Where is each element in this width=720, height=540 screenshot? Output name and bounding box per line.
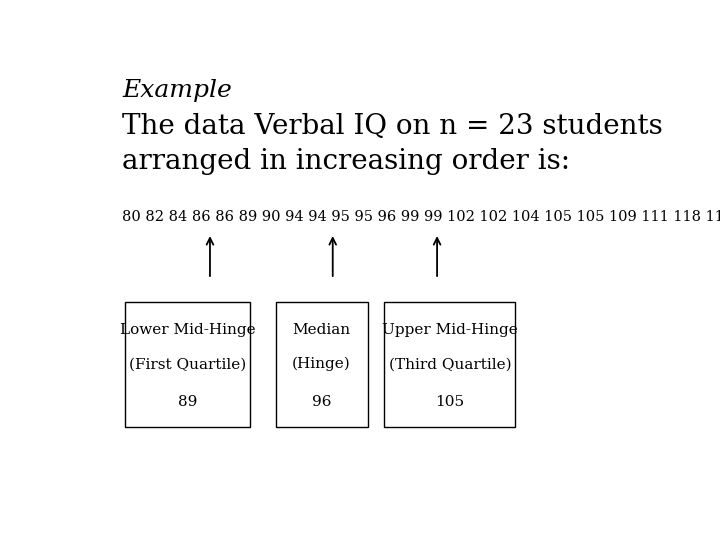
- Text: 89: 89: [178, 395, 197, 409]
- Text: Example: Example: [122, 79, 232, 103]
- Text: Median: Median: [292, 323, 351, 338]
- Text: 96: 96: [312, 395, 331, 409]
- Text: Lower Mid-Hinge: Lower Mid-Hinge: [120, 323, 256, 338]
- FancyBboxPatch shape: [276, 302, 368, 427]
- Text: 105: 105: [436, 395, 464, 409]
- Text: (Third Quartile): (Third Quartile): [389, 357, 511, 371]
- Text: (First Quartile): (First Quartile): [129, 357, 246, 371]
- Text: 80 82 84 86 86 89 90 94 94 95 95 96 99 99 102 102 104 105 105 109 111 118 119: 80 82 84 86 86 89 90 94 94 95 95 96 99 9…: [122, 210, 720, 224]
- Text: The data Verbal IQ on n = 23 students: The data Verbal IQ on n = 23 students: [122, 113, 663, 140]
- Text: (Hinge): (Hinge): [292, 357, 351, 372]
- FancyBboxPatch shape: [384, 302, 516, 427]
- Text: arranged in increasing order is:: arranged in increasing order is:: [122, 148, 570, 175]
- FancyBboxPatch shape: [125, 302, 251, 427]
- Text: Upper Mid-Hinge: Upper Mid-Hinge: [382, 323, 518, 338]
